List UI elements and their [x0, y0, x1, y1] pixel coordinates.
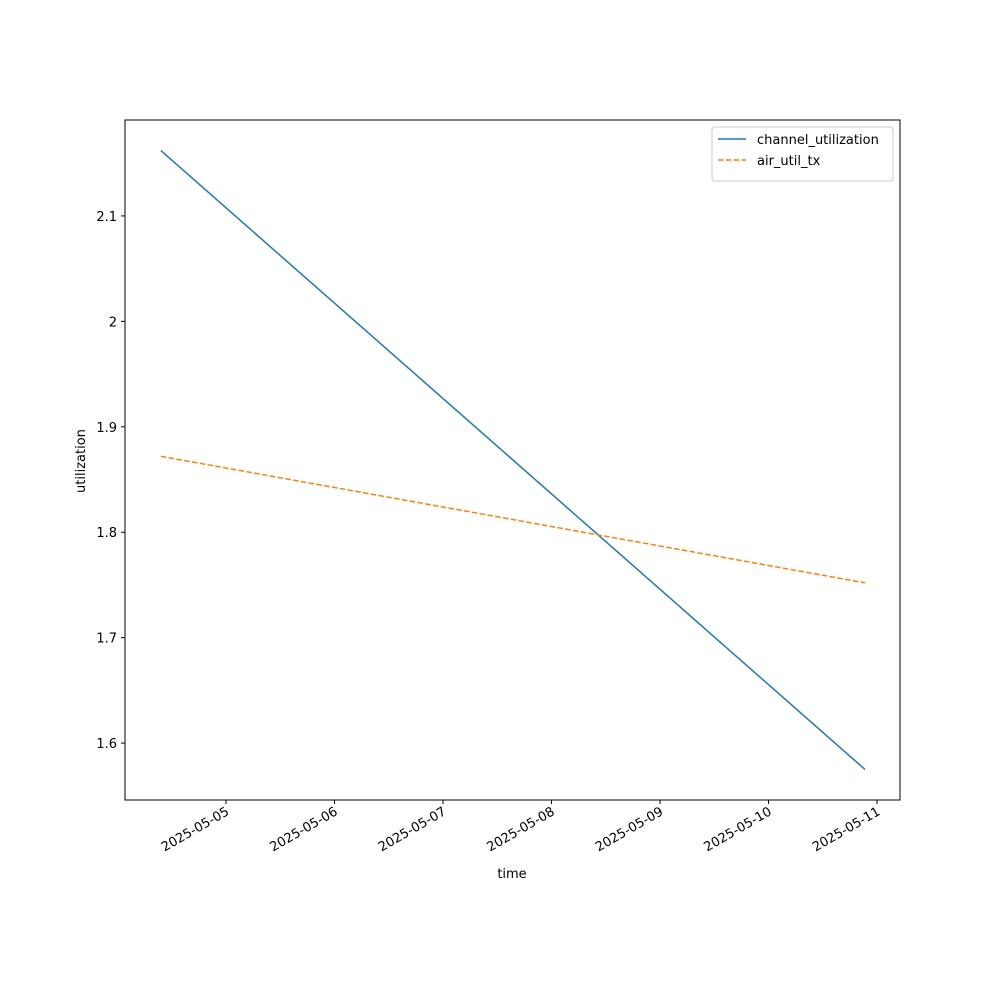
y-tick-label: 2 [109, 315, 117, 330]
legend-box [711, 126, 894, 182]
plot-frame [124, 119, 901, 801]
y-tick-label: 1.9 [96, 421, 117, 436]
y-tick-label: 2.1 [96, 210, 117, 225]
y-axis-label: utilization [74, 429, 89, 493]
y-tick-label: 1.7 [96, 632, 117, 647]
series-line [160, 455, 866, 584]
x-axis-label: time [497, 867, 526, 882]
series-line [160, 150, 866, 770]
legend-label: channel_utilization [757, 133, 879, 148]
y-tick-label: 1.8 [96, 526, 117, 541]
y-tick-label: 1.6 [96, 737, 117, 752]
legend-label: air_util_tx [757, 154, 821, 169]
